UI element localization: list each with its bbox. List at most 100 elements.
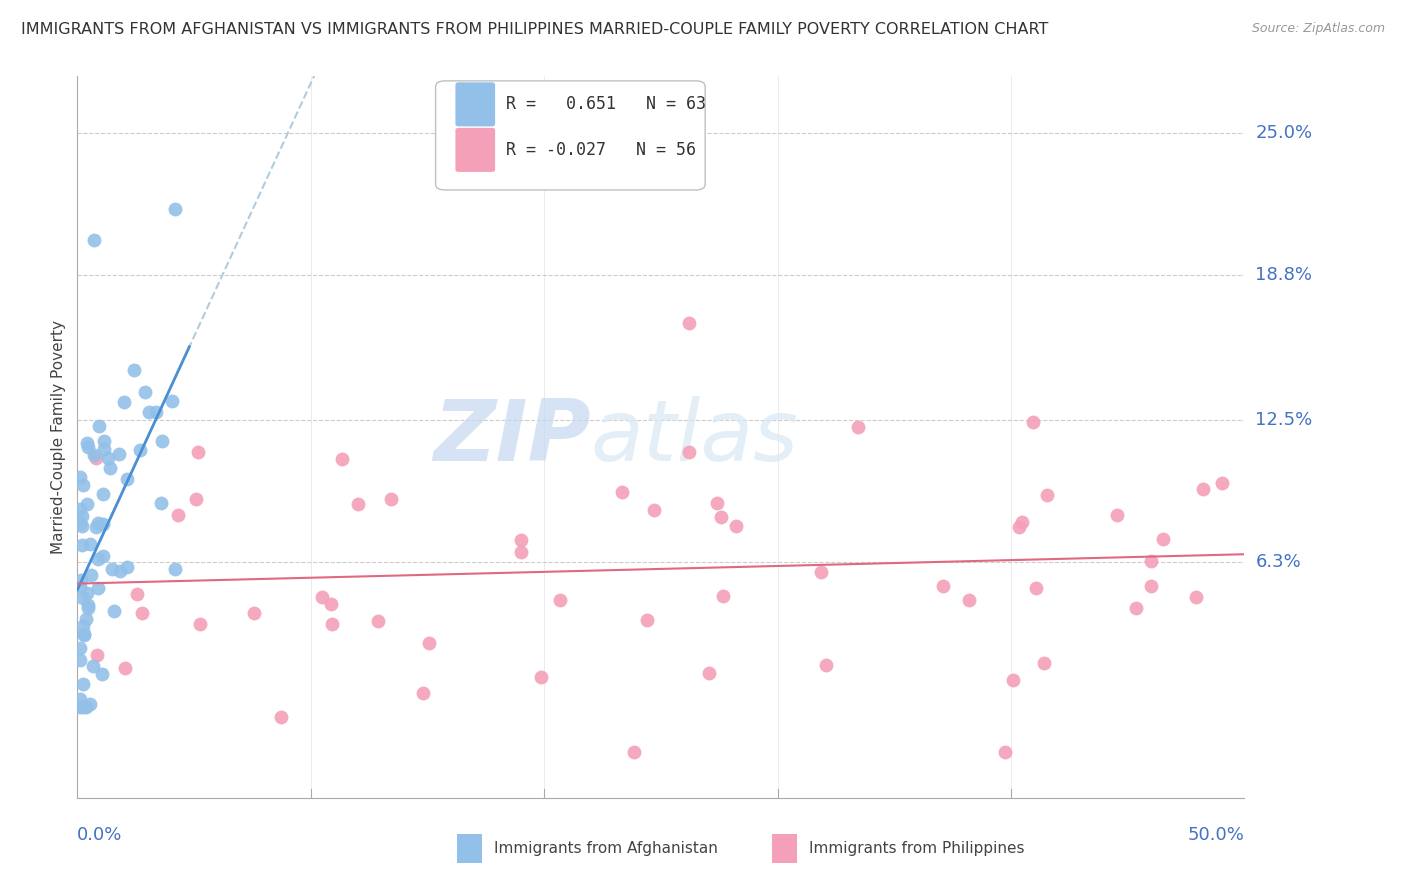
Point [131, 607, 153, 621]
Point [72, 478, 94, 492]
Point [79, 537, 101, 551]
Point [110, 565, 132, 579]
Point [1105, 508, 1128, 523]
Point [311, 590, 333, 604]
Point [319, 597, 342, 611]
Y-axis label: Married-Couple Family Poverty: Married-Couple Family Poverty [51, 320, 66, 554]
Point [1022, 416, 1045, 430]
Point [412, 686, 434, 700]
Point [846, 419, 869, 434]
Point [509, 533, 531, 547]
Point [1002, 673, 1025, 687]
Point [72, 677, 94, 691]
Point [91, 517, 114, 532]
Point [530, 670, 553, 684]
Point [101, 562, 124, 576]
Text: Immigrants from Philippines: Immigrants from Philippines [808, 841, 1025, 856]
Point [69, 699, 91, 714]
Point [623, 746, 645, 760]
Point [72, 627, 94, 641]
Point [91, 549, 114, 564]
Point [80, 568, 103, 582]
Text: 6.3%: 6.3% [1256, 553, 1301, 571]
Point [678, 445, 700, 459]
Point [70, 508, 93, 523]
Point [612, 484, 634, 499]
Point [509, 545, 531, 559]
Point [129, 442, 152, 457]
FancyBboxPatch shape [436, 81, 706, 190]
Point [93, 434, 115, 448]
Text: Immigrants from Afghanistan: Immigrants from Afghanistan [494, 841, 718, 856]
Point [187, 444, 209, 458]
Point [270, 710, 292, 724]
Point [1192, 482, 1215, 496]
Point [994, 746, 1017, 760]
Point [91, 667, 114, 681]
Point [86, 552, 108, 566]
Bar [457, 835, 482, 863]
Point [103, 604, 125, 618]
Point [166, 508, 188, 522]
Point [117, 472, 139, 486]
Point [72, 699, 94, 714]
Text: R = -0.027   N = 56: R = -0.027 N = 56 [506, 141, 696, 159]
Point [114, 661, 136, 675]
Point [76, 498, 98, 512]
Point [83, 448, 105, 462]
Point [70, 519, 93, 533]
Point [1211, 475, 1233, 490]
Point [69, 691, 91, 706]
Point [83, 233, 105, 247]
Point [98, 461, 121, 475]
Point [77, 440, 100, 454]
Text: 25.0%: 25.0% [1256, 124, 1313, 142]
Point [957, 593, 980, 607]
Point [69, 516, 91, 530]
Point [91, 487, 114, 501]
Point [1036, 488, 1059, 502]
FancyBboxPatch shape [456, 128, 495, 172]
Point [86, 451, 108, 466]
Point [69, 501, 91, 516]
Point [165, 202, 187, 216]
Point [548, 593, 571, 607]
FancyBboxPatch shape [456, 82, 495, 127]
Point [711, 589, 734, 603]
Point [1152, 533, 1174, 547]
Point [82, 659, 104, 673]
Point [75, 699, 97, 714]
Point [815, 658, 838, 673]
Point [89, 418, 111, 433]
Text: 18.8%: 18.8% [1256, 267, 1312, 285]
Point [87, 516, 110, 531]
Point [678, 316, 700, 330]
Point [145, 405, 167, 419]
Point [150, 434, 173, 448]
Point [112, 395, 135, 409]
Point [79, 697, 101, 711]
Point [69, 640, 91, 655]
Point [70, 538, 93, 552]
Point [76, 435, 98, 450]
Point [86, 519, 108, 533]
Bar [772, 835, 797, 863]
Text: Source: ZipAtlas.com: Source: ZipAtlas.com [1251, 22, 1385, 36]
Point [75, 612, 97, 626]
Text: 50.0%: 50.0% [1188, 826, 1244, 844]
Point [1032, 657, 1054, 671]
Point [87, 581, 110, 595]
Text: ZIP: ZIP [433, 395, 591, 479]
Point [69, 652, 91, 666]
Text: IMMIGRANTS FROM AFGHANISTAN VS IMMIGRANTS FROM PHILIPPINES MARRIED-COUPLE FAMILY: IMMIGRANTS FROM AFGHANISTAN VS IMMIGRANT… [21, 22, 1049, 37]
Point [706, 496, 728, 510]
Point [1140, 554, 1163, 568]
Point [332, 452, 354, 467]
Point [1140, 579, 1163, 593]
Point [125, 587, 148, 601]
Point [367, 614, 389, 628]
Point [1008, 520, 1031, 534]
Point [122, 363, 145, 377]
Point [93, 442, 115, 456]
Point [1011, 515, 1033, 529]
